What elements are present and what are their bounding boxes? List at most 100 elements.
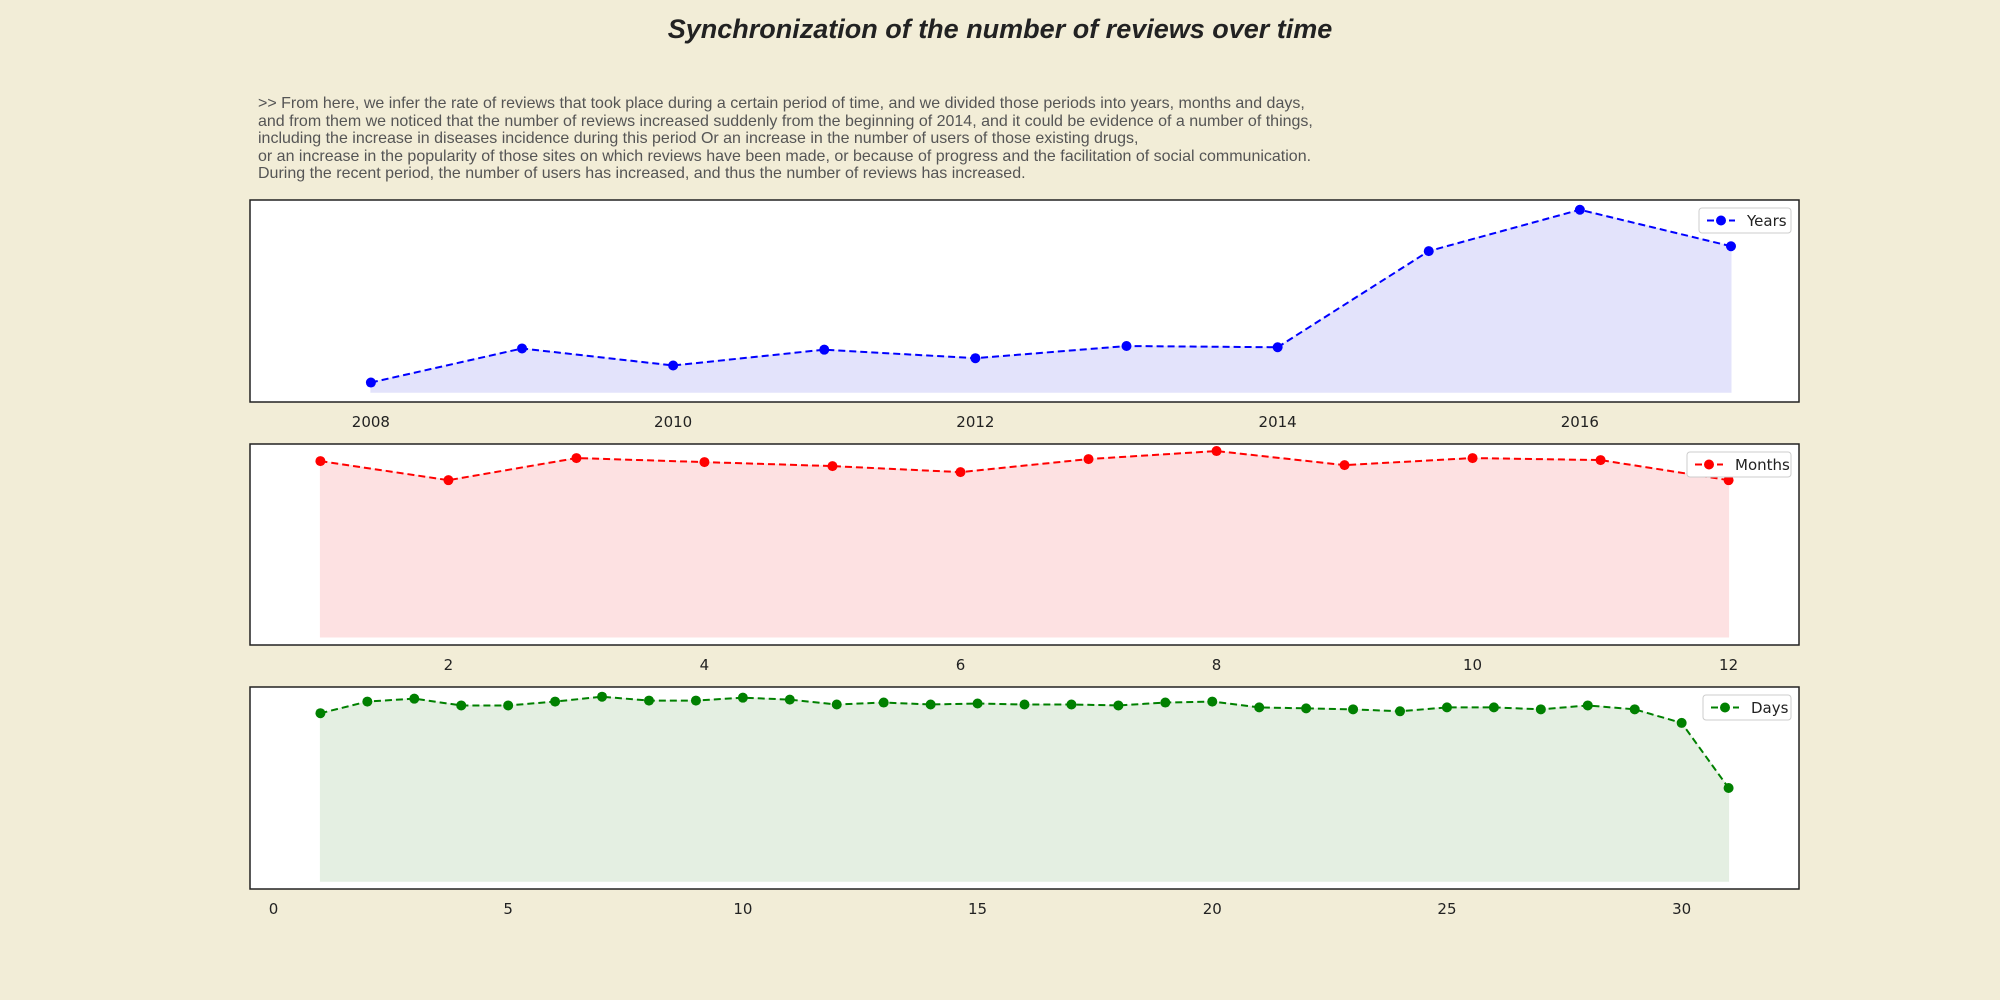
months-x-tick-label: 10 [1463,656,1482,674]
months-legend: Months [1686,451,1792,478]
years-point [819,344,830,355]
years-x-tick-label: 2014 [1259,413,1297,431]
months-point [1083,454,1094,465]
days-point [643,695,654,706]
months-point [315,456,326,467]
days-point [737,692,748,703]
days-legend-marker [1720,702,1730,713]
months-chart: 2 4 6 8 10 12 Months [249,443,1800,674]
days-x-tick-label: 15 [968,900,987,918]
days-x-tick-label: 25 [1437,900,1456,918]
description-line: >> From here, we infer the rate of revie… [258,95,1305,112]
days-point [1488,702,1499,713]
months-point [1595,455,1606,466]
description-text: >> From here, we infer the rate of revie… [258,95,1313,183]
days-x-tick-label: 30 [1672,900,1691,918]
days-x-tick-label: 20 [1203,900,1222,918]
months-point [1211,446,1222,457]
years-point [1725,241,1736,252]
days-x-tick-label: 5 [503,900,513,918]
description-line: and from them we noticed that the number… [258,112,1313,130]
days-point [1395,706,1406,717]
months-point [1467,453,1478,464]
years-x-tick-label: 2016 [1561,413,1599,431]
days-point [690,695,701,706]
days-point [1066,699,1077,710]
years-legend-marker [1716,215,1726,226]
months-legend-box [1686,451,1792,478]
months-point [443,475,454,486]
years-x-tick-label: 2012 [956,413,994,431]
days-legend-label: Days [1751,699,1789,717]
days-point [503,700,514,711]
days-point [1160,697,1171,708]
years-x-tick-label: 2008 [352,413,390,431]
months-x-tick-label: 8 [1212,656,1222,674]
description-line: During the recent period, the number of … [258,165,1026,183]
months-point [699,457,710,468]
years-series-line [370,208,1732,384]
days-point [1301,703,1312,714]
months-point [1339,460,1350,471]
months-point [1723,475,1734,486]
months-legend-label: Months [1735,456,1790,474]
years-frame [249,199,1800,403]
days-chart: 0 5 10 15 20 25 30 Days [249,686,1800,918]
days-point [1019,699,1030,710]
days-point [831,699,842,710]
years-point [1574,204,1585,215]
days-point [1535,704,1546,715]
months-x-tick-label: 12 [1719,656,1738,674]
years-point [517,343,528,354]
days-point [784,694,795,705]
page-title: Synchronization of the number of reviews… [667,14,1333,44]
months-x-tick-label: 2 [444,656,454,674]
days-point [1348,704,1359,715]
years-point [1423,246,1434,257]
years-legend: Years [1698,207,1792,234]
days-point [1676,717,1687,728]
months-x-tick-label: 6 [956,656,966,674]
years-point [970,353,981,364]
description-line: or an increase in the popularity of thos… [258,147,1312,165]
months-series-line [320,450,1729,482]
days-point [362,696,373,707]
months-point [571,453,582,464]
years-point [365,377,376,388]
months-area [319,450,1730,638]
days-point [1629,704,1640,715]
days-point [1582,700,1593,711]
days-point [878,697,889,708]
days-area [319,696,1730,882]
years-x-tick-label: 2010 [654,413,692,431]
days-point [597,691,608,702]
years-point [1272,342,1283,353]
days-legend-box [1702,694,1792,721]
years-chart: 2008 2010 2012 2014 2016 Years [249,199,1800,431]
days-point [972,698,983,709]
days-point [1113,700,1124,711]
days-frame [249,686,1800,890]
description-line: including the increase in diseases incid… [258,130,1139,148]
years-legend-label: Years [1746,212,1787,230]
days-x-tick-label: 0 [269,900,279,918]
days-point [456,700,467,711]
days-point [409,693,420,704]
years-point [1121,341,1132,352]
months-frame [249,443,1800,646]
months-x-tick-label: 4 [700,656,710,674]
days-point [925,699,936,710]
days-point [550,696,561,707]
years-point [668,360,679,371]
days-point [1441,702,1452,713]
days-point [315,708,326,719]
days-point [1254,702,1265,713]
days-point [1207,696,1218,707]
days-legend: Days [1702,694,1792,721]
years-legend-box [1698,207,1792,234]
months-point [827,461,838,472]
days-point [1723,783,1734,793]
months-point [955,467,966,478]
months-legend-marker [1704,459,1714,470]
